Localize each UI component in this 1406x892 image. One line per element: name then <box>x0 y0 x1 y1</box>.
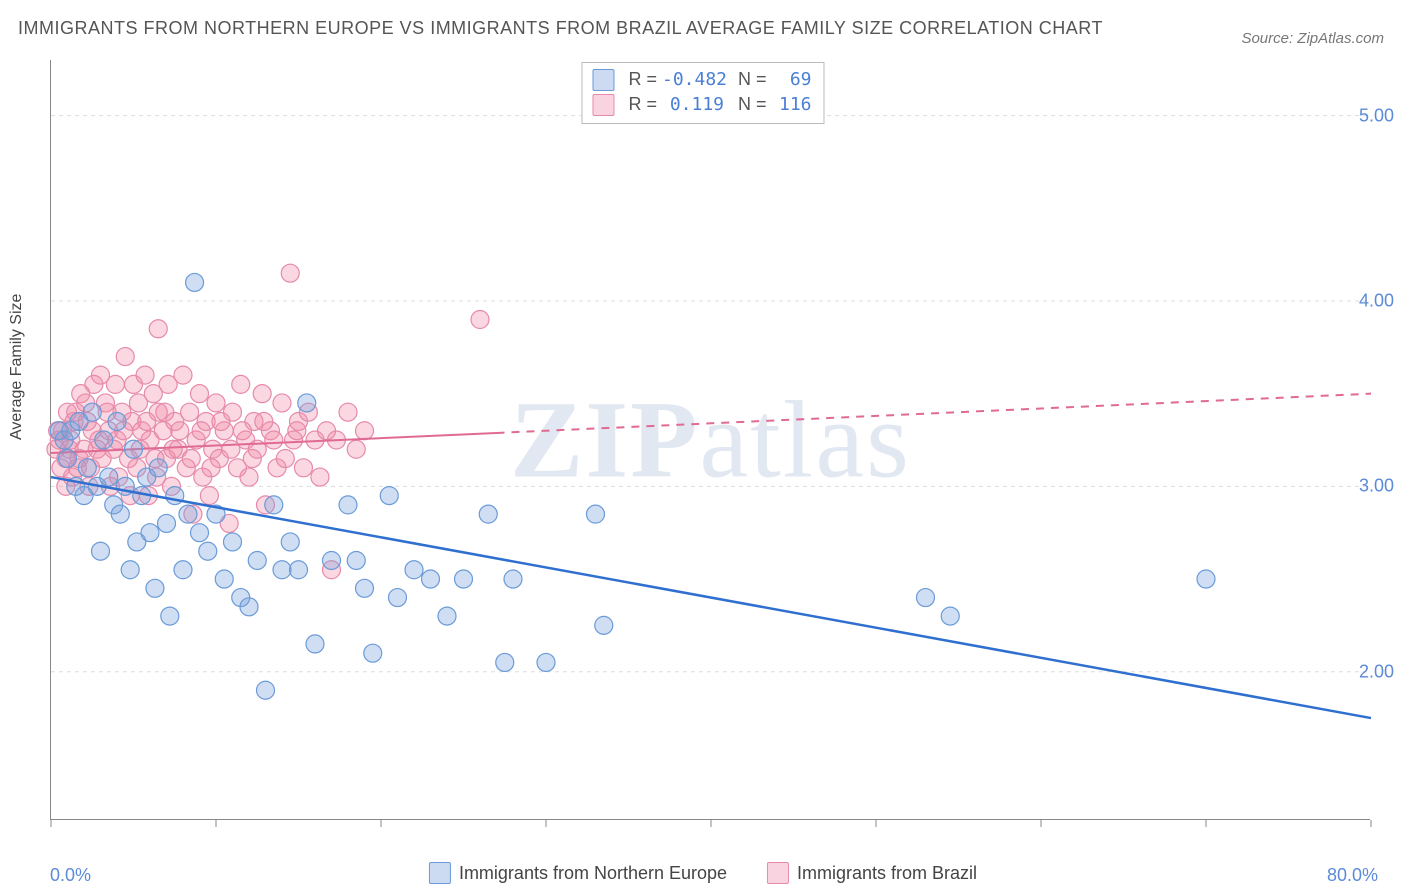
y-tick-label: 2.00 <box>1359 661 1394 682</box>
stats-r-blue: -0.482 <box>662 67 724 92</box>
bottom-legend: Immigrants from Northern Europe Immigran… <box>429 862 977 884</box>
stats-swatch-pink <box>592 94 614 116</box>
y-tick-label: 3.00 <box>1359 476 1394 497</box>
x-axis-max-label: 80.0% <box>1327 865 1378 886</box>
stats-n-pink: 116 <box>772 92 812 117</box>
legend-label-pink: Immigrants from Brazil <box>797 863 977 884</box>
chart-title: IMMIGRANTS FROM NORTHERN EUROPE VS IMMIG… <box>18 18 1103 39</box>
y-tick-label: 5.00 <box>1359 105 1394 126</box>
chart-svg <box>51 60 1370 819</box>
stats-row-blue: R = -0.482 N = 69 <box>592 67 811 92</box>
y-tick-label: 4.00 <box>1359 290 1394 311</box>
legend-item-blue: Immigrants from Northern Europe <box>429 862 727 884</box>
x-axis-min-label: 0.0% <box>50 865 91 886</box>
stats-box: R = -0.482 N = 69 R = 0.119 N = 116 <box>581 62 824 124</box>
stats-swatch-blue <box>592 69 614 91</box>
stats-n-blue: 69 <box>772 67 812 92</box>
legend-item-pink: Immigrants from Brazil <box>767 862 977 884</box>
stats-row-pink: R = 0.119 N = 116 <box>592 92 811 117</box>
legend-label-blue: Immigrants from Northern Europe <box>459 863 727 884</box>
plot-area: ZIPatlas <box>50 60 1370 820</box>
source-citation: Source: ZipAtlas.com <box>1241 30 1384 47</box>
legend-swatch-blue <box>429 862 451 884</box>
stats-r-pink: 0.119 <box>662 92 724 117</box>
legend-swatch-pink <box>767 862 789 884</box>
y-axis-label: Average Family Size <box>8 294 26 440</box>
